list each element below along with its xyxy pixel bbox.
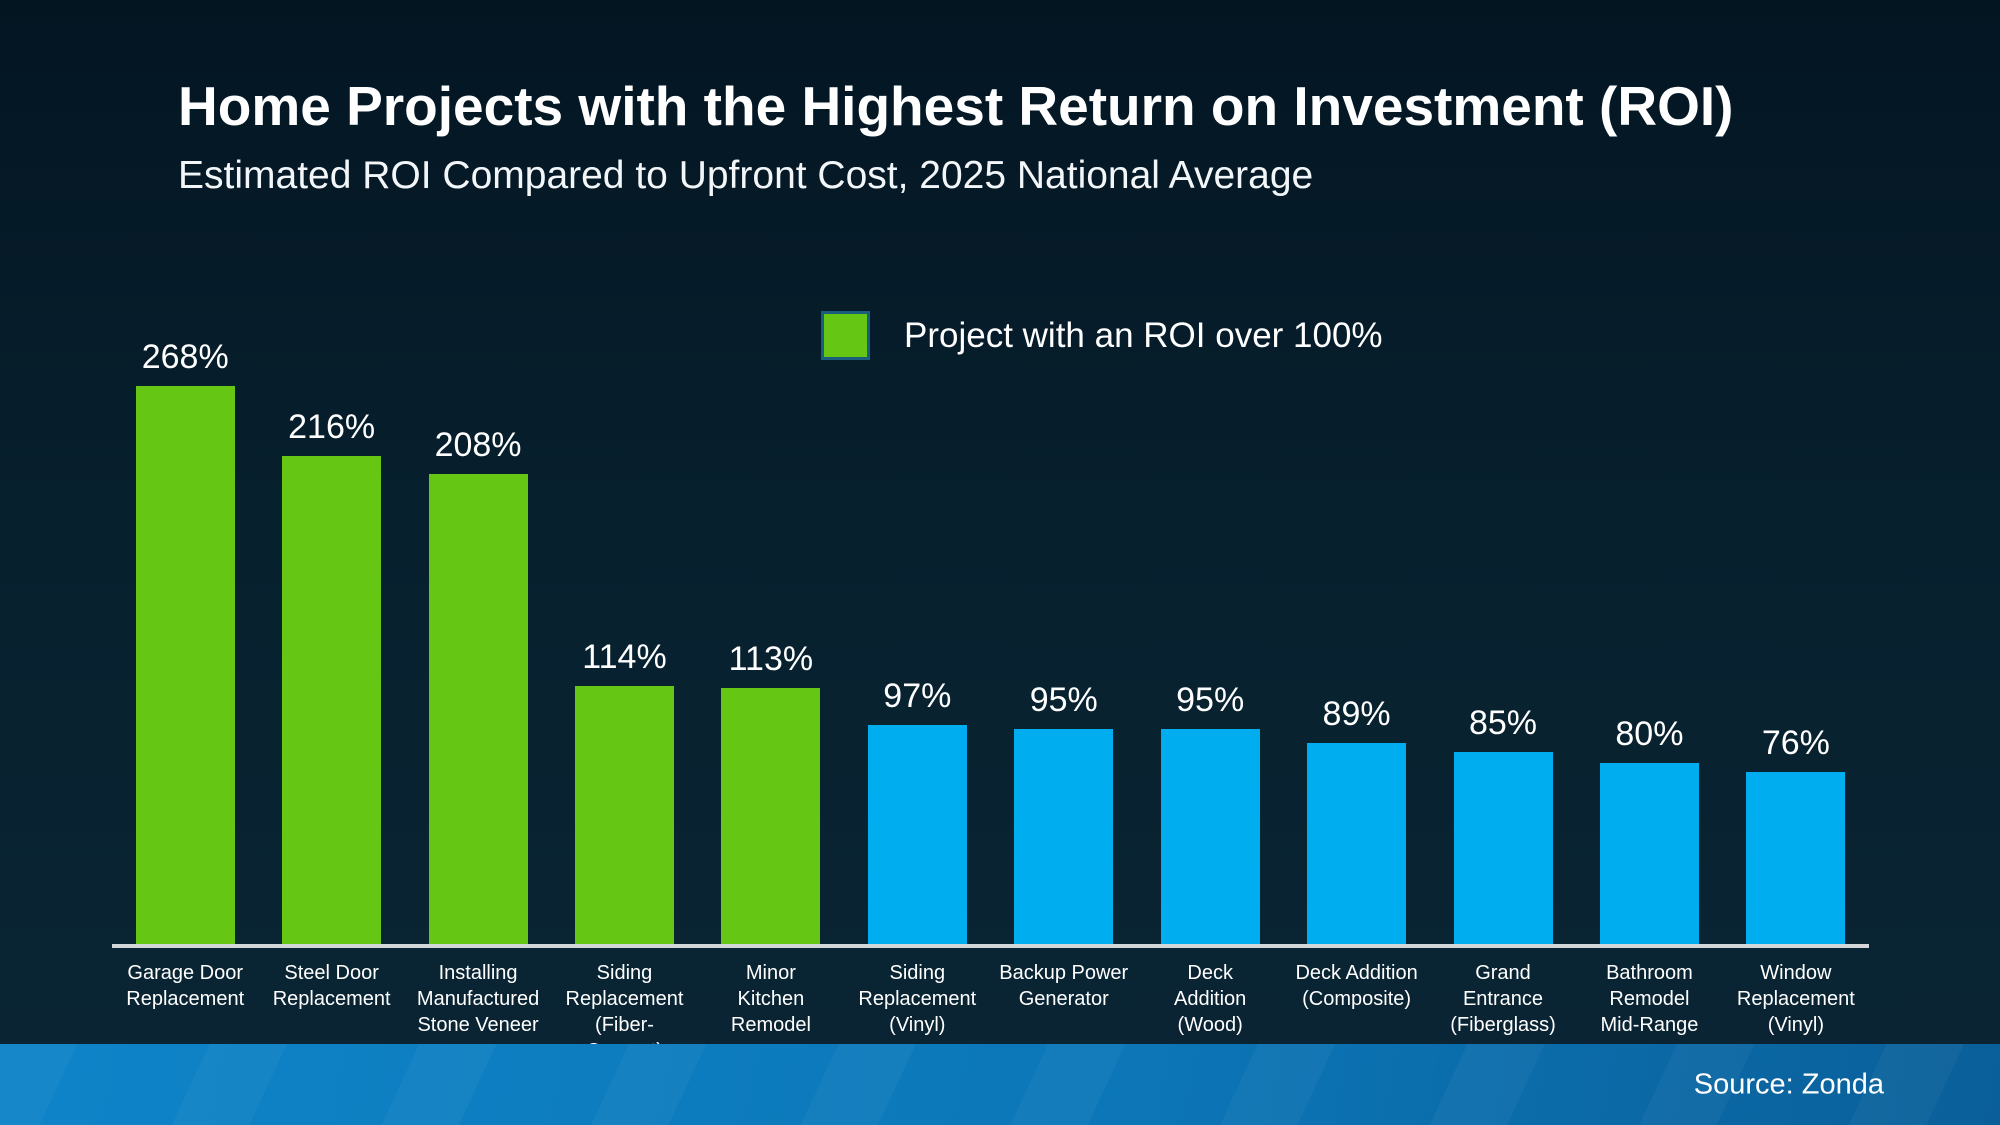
- bar-column: 97%: [844, 338, 990, 944]
- bar: [428, 474, 528, 944]
- legend-label: Project with an ROI over 100%: [904, 315, 1383, 355]
- bar-value-label: 114%: [582, 638, 667, 676]
- bar: [1160, 729, 1260, 944]
- bar: [1599, 763, 1699, 944]
- bar-category-label: Siding Replacement (Vinyl): [858, 962, 977, 1036]
- bar-category-label: Window Replacement (Vinyl): [1736, 962, 1855, 1036]
- bar-category-label: Grand Entrance (Fiberglass): [1450, 962, 1556, 1036]
- page-subtitle: Estimated ROI Compared to Upfront Cost, …: [178, 154, 1314, 197]
- bar-column: 80%: [1576, 338, 1722, 944]
- bar-column: 89%: [1283, 338, 1429, 944]
- bar-column: 85%: [1430, 338, 1576, 944]
- bar-column: 113%: [698, 338, 844, 944]
- bar-value-label: 268%: [141, 338, 229, 376]
- bar-value-label: 76%: [1761, 724, 1830, 762]
- bar-category-label: Deck Addition (Wood): [1174, 962, 1247, 1036]
- bar-category-label: Installing Manufactured Stone Veneer: [416, 962, 540, 1036]
- bar-category-label: Minor Kitchen Remodel: [730, 962, 811, 1036]
- bar-value-label: 97%: [883, 677, 952, 715]
- bar: [1307, 743, 1407, 944]
- legend: Project with an ROI over 100%: [821, 311, 1383, 360]
- bar: [282, 456, 382, 944]
- bar-category-label: Bathroom Remodel Mid-Range: [1600, 962, 1699, 1036]
- bar-value-label: 216%: [288, 408, 376, 446]
- bar-value-label: 95%: [1029, 681, 1098, 719]
- bar-column: 216%: [258, 338, 404, 944]
- bar-value-label: 113%: [728, 640, 814, 678]
- bar-column: 95%: [991, 338, 1137, 944]
- bar: [574, 686, 674, 944]
- bar-category-label: Steel Door Replacement: [272, 962, 391, 1010]
- bar: [1746, 772, 1846, 944]
- legend-swatch-green: [821, 311, 870, 360]
- x-axis-baseline: [112, 944, 1869, 948]
- bar-value-label: 208%: [434, 426, 522, 464]
- bar: [1453, 752, 1553, 944]
- bar-column: 208%: [405, 338, 551, 944]
- bar: [1014, 729, 1114, 944]
- category-axis-labels: Garage Door Replacement Steel Door Replac…: [112, 960, 1869, 1064]
- bar-column: 95%: [1137, 338, 1283, 944]
- bar-category-label: Deck Addition (Composite): [1295, 962, 1418, 1010]
- bar: [867, 725, 967, 944]
- bar-chart: 268% 216% 208% 114% 113% 97% 95% 95% 89% 85% 80% 76…: [112, 338, 1869, 944]
- source-attribution: Source: Zonda: [1693, 1068, 1884, 1100]
- bar-value-label: 95%: [1176, 681, 1245, 719]
- bar-value-label: 80%: [1615, 715, 1684, 753]
- bar-category-label: Garage Door Replacement: [126, 962, 245, 1010]
- footer-bar: Source: Zonda: [0, 1044, 2000, 1125]
- bar-column: 114%: [551, 338, 697, 944]
- bar-value-label: 89%: [1322, 695, 1391, 733]
- page-title: Home Projects with the Highest Return on…: [178, 75, 1734, 137]
- bar-value-label: 85%: [1468, 704, 1538, 742]
- bar-category-label: Backup Power Generator: [999, 962, 1129, 1010]
- bar-column: 268%: [112, 338, 258, 944]
- bar: [721, 688, 821, 944]
- bar-column: 76%: [1723, 338, 1869, 944]
- bar: [135, 386, 235, 944]
